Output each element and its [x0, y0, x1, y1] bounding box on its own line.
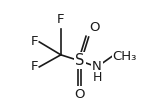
Text: F: F — [57, 13, 65, 26]
Text: F: F — [31, 60, 38, 73]
Text: S: S — [75, 53, 84, 68]
Text: N: N — [92, 60, 102, 73]
Text: H: H — [92, 71, 102, 84]
Text: O: O — [74, 88, 85, 101]
Text: CH₃: CH₃ — [113, 50, 137, 63]
Text: F: F — [31, 35, 38, 48]
Text: O: O — [89, 21, 99, 34]
